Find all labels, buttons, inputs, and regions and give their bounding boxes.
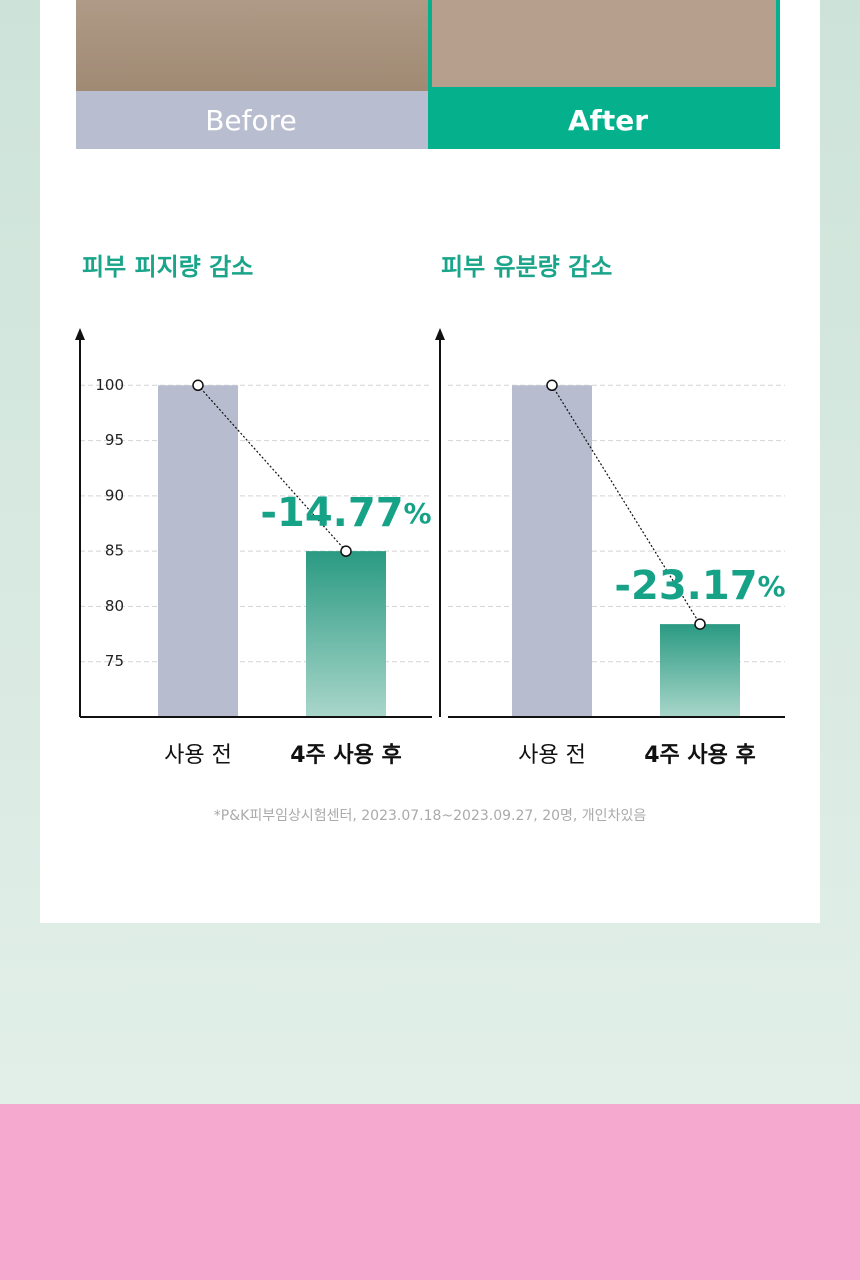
annotation-unit: % xyxy=(758,570,786,603)
after-label: After xyxy=(568,104,648,137)
before-label-bg xyxy=(76,91,428,149)
point xyxy=(192,379,204,392)
x-tick-label: 사용 전 xyxy=(164,743,232,768)
bar xyxy=(306,551,386,717)
point xyxy=(694,618,706,630)
x-tick-label: 4주 사용 후 xyxy=(290,743,402,768)
after-photo xyxy=(432,0,776,87)
annotation-value: -23.17 xyxy=(614,563,757,609)
y-tick-label: 80 xyxy=(105,597,124,615)
bar xyxy=(512,385,592,717)
before-photo xyxy=(76,0,428,91)
y-tick-label: 100 xyxy=(95,376,124,394)
x-tick-label: 사용 전 xyxy=(518,743,586,768)
trend-line xyxy=(197,384,347,552)
axis-arrow xyxy=(75,328,85,340)
annotation: -23.17% xyxy=(614,563,785,609)
trend-line xyxy=(551,384,701,625)
before-label: Before xyxy=(205,104,297,137)
point xyxy=(340,545,352,557)
footnote: *P&K피부임상시험센터, 2023.07.18~2023.09.27, 20명… xyxy=(214,808,647,824)
point xyxy=(546,379,558,392)
y-tick-label: 95 xyxy=(105,431,124,449)
annotation: -14.77% xyxy=(260,490,431,536)
y-tick-label: 85 xyxy=(105,542,124,560)
chart-title: 피부 유분량 감소 xyxy=(441,253,612,281)
pink-section xyxy=(0,1104,860,1280)
bar xyxy=(158,385,238,717)
y-tick-label: 90 xyxy=(105,486,124,504)
chart-title: 피부 피지량 감소 xyxy=(82,253,253,281)
after-label-bg xyxy=(428,89,780,149)
x-tick-label: 4주 사용 후 xyxy=(644,743,756,768)
axis-arrow xyxy=(435,328,445,340)
annotation-unit: % xyxy=(404,497,432,530)
y-tick-label: 75 xyxy=(105,652,124,670)
bar xyxy=(660,624,740,717)
annotation-value: -14.77 xyxy=(260,490,403,536)
